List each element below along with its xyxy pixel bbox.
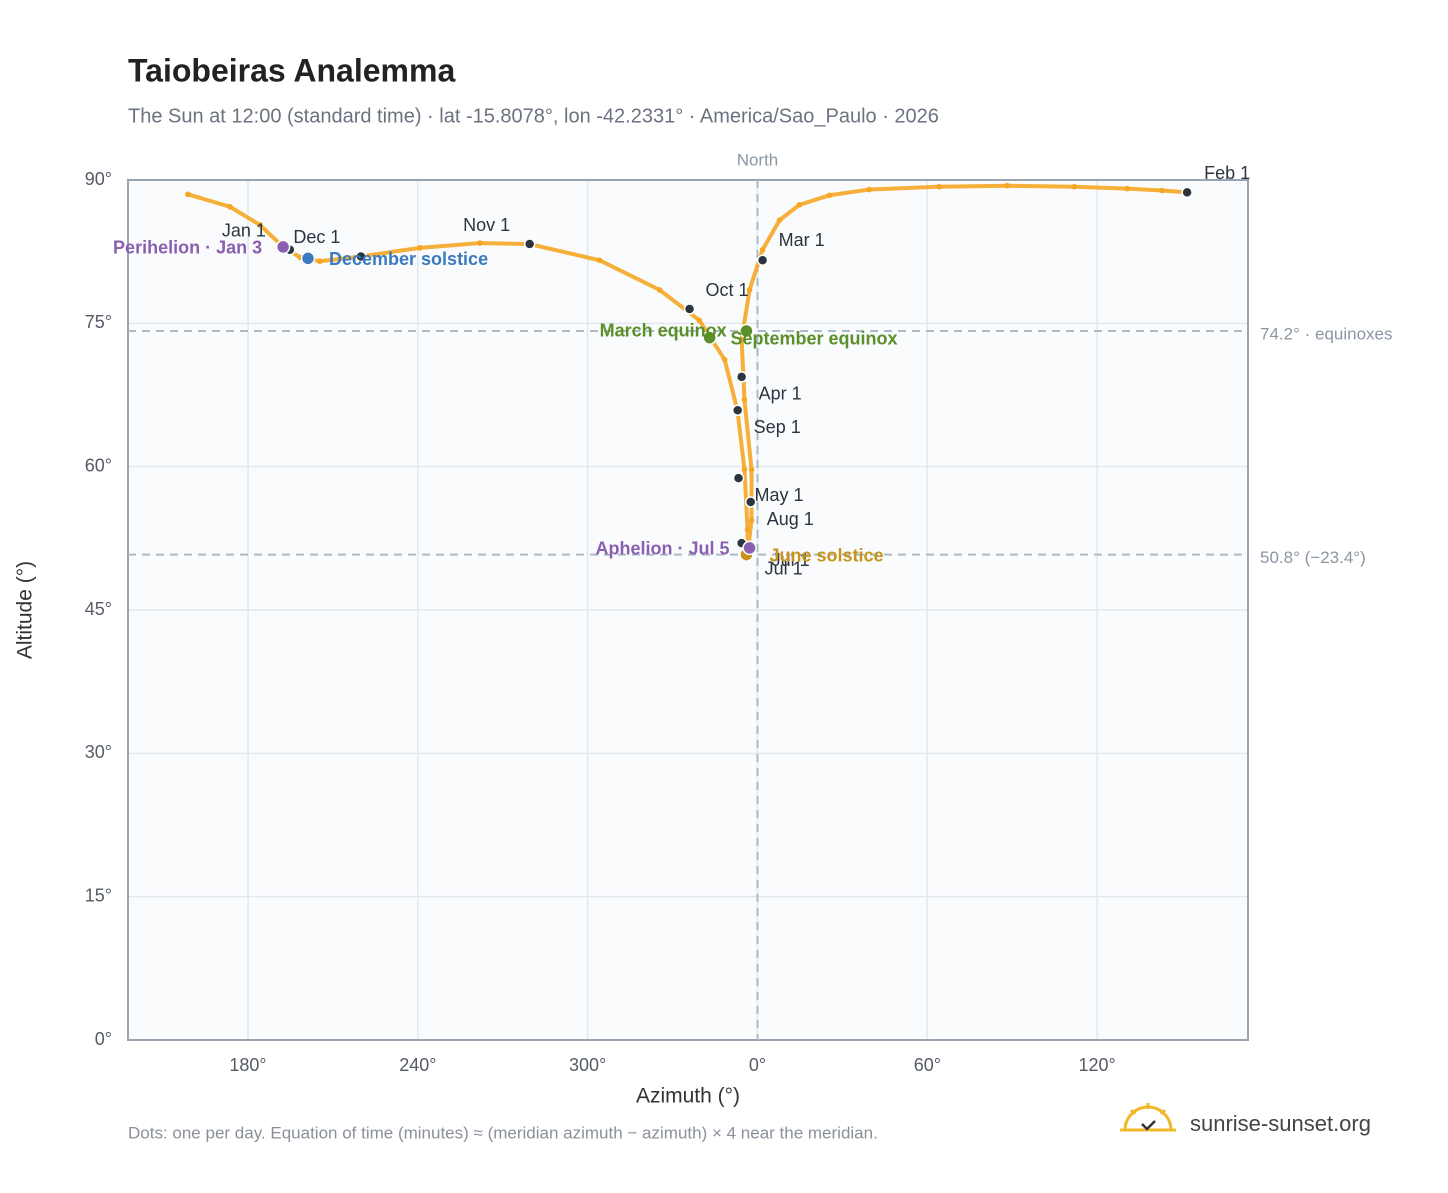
event-label: Perihelion · Jan 3 (113, 238, 262, 258)
brand: sunrise-sunset.org (1190, 1111, 1371, 1136)
y-tick-label: 15° (85, 885, 112, 905)
month-marker (756, 254, 769, 267)
x-tick-label: 240° (399, 1055, 436, 1075)
event-label: September equinox (730, 329, 897, 349)
month-marker (744, 496, 757, 508)
month-marker (735, 371, 748, 383)
month-label: Oct 1 (706, 280, 749, 300)
daily-dot (746, 287, 753, 293)
month-marker (1181, 186, 1193, 199)
month-marker (683, 303, 696, 315)
daily-dot (796, 202, 803, 208)
month-label: Feb 1 (1204, 163, 1250, 183)
event-marker (739, 323, 754, 339)
event-label: Aphelion · Jul 5 (596, 539, 730, 559)
month-label: Aug 1 (767, 509, 814, 529)
month-label: Apr 1 (759, 384, 802, 404)
chart-subtitle: The Sun at 12:00 (standard time) · lat -… (128, 105, 939, 127)
daily-dot (317, 258, 323, 265)
footnote: Dots: one per day. Equation of time (min… (128, 1123, 878, 1142)
y-tick-label: 90° (85, 169, 112, 189)
month-label: Sep 1 (754, 417, 801, 437)
month-label: Mar 1 (779, 230, 825, 250)
x-tick-label: 120° (1079, 1055, 1116, 1075)
month-label: Jul 1 (772, 550, 810, 570)
month-label: Jan 1 (222, 221, 266, 241)
month-marker (523, 238, 536, 250)
daily-dot (417, 245, 423, 251)
month-marker (732, 472, 745, 484)
y-tick-label: 30° (85, 742, 112, 762)
daily-dot (1159, 187, 1165, 194)
event-label: June solstice (769, 545, 883, 565)
x-tick-label: 300° (569, 1055, 606, 1075)
daily-dot (741, 396, 748, 403)
event-marker (275, 239, 291, 255)
month-marker (355, 250, 367, 263)
x-tick-label: 60° (914, 1055, 941, 1075)
daily-dot (656, 287, 663, 293)
month-label: Nov 1 (463, 215, 510, 235)
event-marker (742, 540, 757, 556)
daily-dot (185, 191, 191, 198)
daily-dot (257, 222, 263, 228)
month-marker (731, 404, 744, 417)
daily-dot (866, 186, 873, 193)
daily-dot (759, 246, 766, 253)
y-axis-title: Altitude (°) (14, 561, 37, 659)
x-tick-label: 180° (229, 1055, 266, 1075)
month-label: May 1 (755, 485, 804, 505)
daily-dot (826, 192, 833, 199)
reference-label: 74.2° · equinoxes (1260, 324, 1393, 343)
event-marker (702, 330, 717, 345)
month-label: Dec 1 (293, 227, 340, 247)
plot-frame (127, 179, 1249, 1041)
daily-dot (776, 217, 783, 223)
daily-dot (748, 466, 755, 473)
daily-dot (1124, 185, 1130, 192)
daily-dot (741, 466, 748, 473)
reference-label: 50.8° (−23.4°) (1260, 548, 1366, 567)
daily-dot (696, 317, 703, 324)
month-label: Jul 1 (765, 558, 803, 578)
y-tick-label: 75° (85, 312, 112, 332)
daily-dot (936, 183, 943, 190)
chart-title: Taiobeiras Analemma (128, 52, 455, 88)
x-axis-title: Azimuth (°) (636, 1085, 740, 1108)
event-marker (300, 251, 316, 266)
daily-dot (596, 257, 603, 264)
daily-dot (477, 240, 483, 246)
x-tick-label: 0° (749, 1055, 766, 1075)
event-label: December solstice (329, 249, 488, 269)
daily-dot (748, 517, 755, 523)
daily-dot (1071, 183, 1078, 190)
event-label: March equinox (600, 320, 727, 340)
brand-logo (1120, 1103, 1176, 1132)
y-tick-label: 60° (85, 455, 112, 475)
meridian-label: North (737, 150, 779, 169)
daily-dot (1004, 182, 1010, 189)
daily-dot (744, 526, 751, 533)
daily-dot (227, 203, 233, 210)
y-tick-label: 0° (95, 1029, 112, 1049)
daily-dot (738, 336, 745, 343)
y-tick-label: 45° (85, 599, 112, 619)
daily-dot (721, 356, 728, 363)
